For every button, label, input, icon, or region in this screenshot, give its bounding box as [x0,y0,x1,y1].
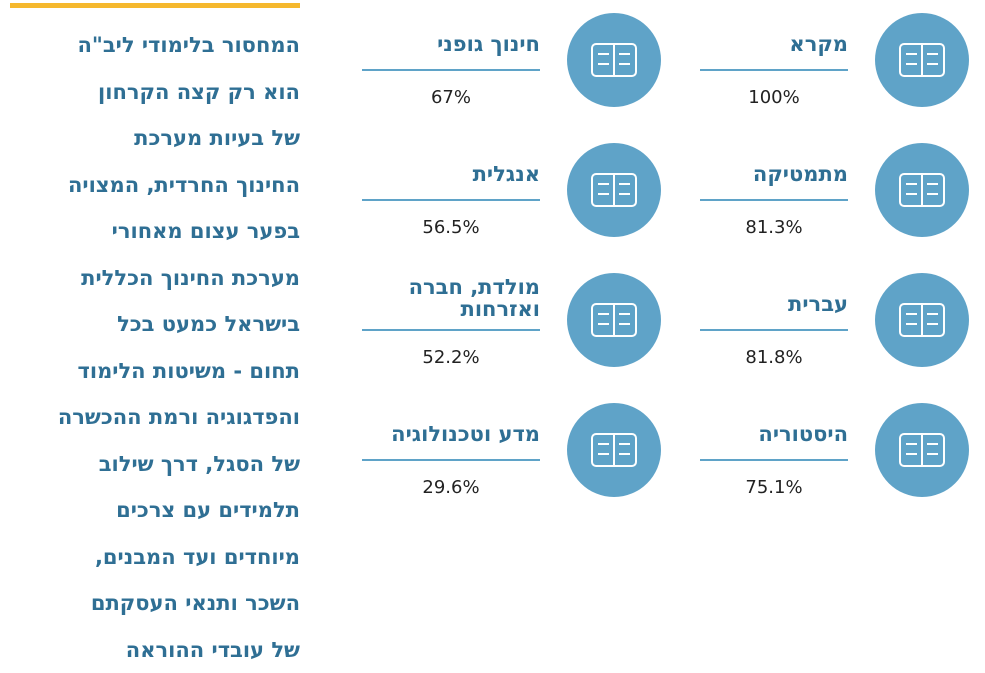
item-title: ואזרחות [460,298,540,320]
paragraph-line: בפער עצום מאחורי [0,208,300,255]
paragraph-line: של עובדי ההוראה [0,627,300,673]
item-title: חינוך גופני [437,33,540,55]
paragraph-line: והפדגוגיה ורמת ההכשרה [0,394,300,441]
paragraph-line: של הסגל, דרך שילוב [0,441,300,488]
item-value: 81.8% [694,347,854,368]
paragraph-line: של בעיות מערכת [0,115,300,162]
item-title: מולדת, חברה [409,276,540,298]
paragraph-line: החינוך החרדית, המצויה [0,162,300,209]
item-value: 100% [694,87,854,108]
paragraph-line: השכר ותנאי העסקתם [0,580,300,627]
item-title: מדע וטכנולוגיה [391,423,540,445]
item-value: 52.2% [371,347,531,368]
paragraph-line: תחום - משיטות הלימוד [0,348,300,395]
accent-bar [10,3,300,8]
paragraph-line: המחסור בלימודי ליב"ה [0,22,300,69]
item-title: אנגלית [473,163,540,185]
paragraph-line: מיוחדים ועד המבנים, [0,534,300,581]
item-value: 75.1% [694,477,854,498]
item-value: 29.6% [371,477,531,498]
item-value: 81.3% [694,217,854,238]
paragraph-line: מערכת החינוך הכללית [0,255,300,302]
item-title: מתמטיקה [753,163,848,185]
paragraph-line: בישראל כמעט בכל [0,301,300,348]
item-value: 56.5% [371,217,531,238]
paragraph-line: תלמידים עם צרכים [0,487,300,534]
item-value: 67% [371,87,531,108]
paragraph-line: הוא רק קצה הקרחון [0,69,300,116]
item-title: היסטוריה [758,423,848,445]
item-title: מקרא [789,33,848,55]
item-title: עברית [788,293,848,315]
